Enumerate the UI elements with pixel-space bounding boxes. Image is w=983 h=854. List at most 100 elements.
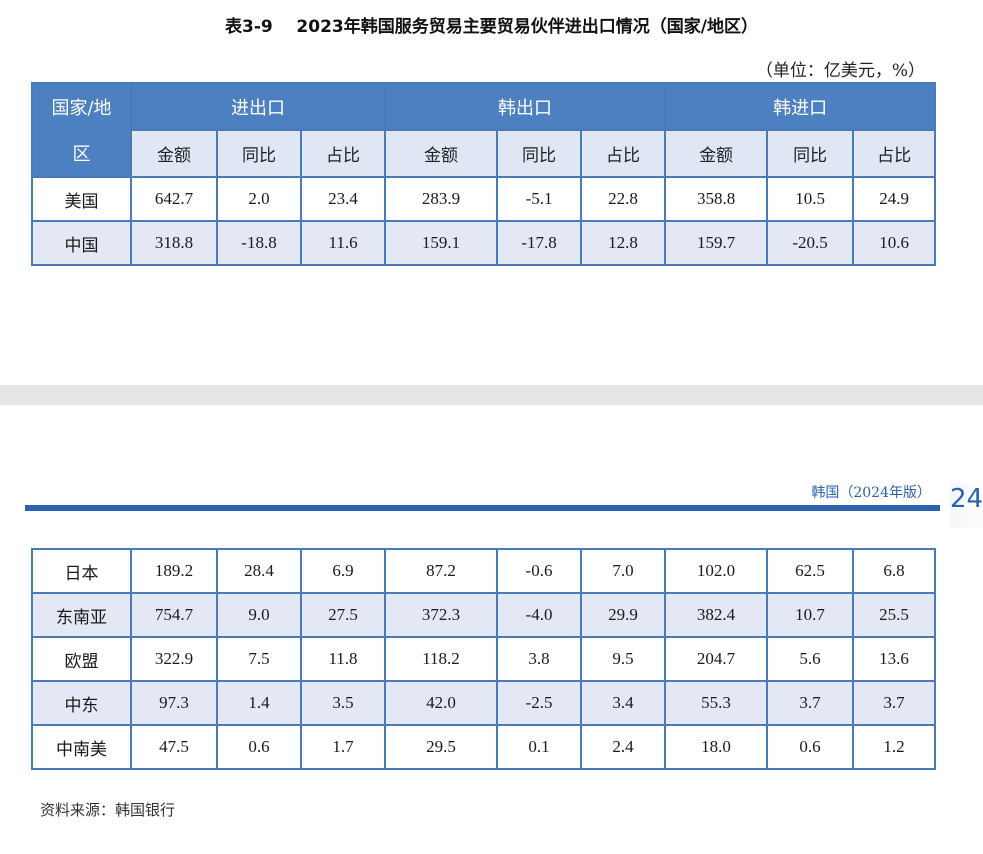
header-rule: [25, 505, 940, 511]
table-cell: 9.0: [216, 592, 302, 638]
table-cell: 3.5: [300, 680, 386, 726]
unit-note: （单位：亿美元，%）: [755, 61, 925, 81]
running-header-paren: （: [839, 485, 854, 501]
table-cell: 2.0: [216, 176, 302, 222]
table-cell: 0.6: [216, 724, 302, 770]
table-cell: 3.4: [580, 680, 666, 726]
table-cell: 6.9: [300, 548, 386, 594]
header-share: 占比: [852, 129, 937, 178]
table-cell: 2.4: [580, 724, 666, 770]
table-cell: -18.8: [216, 220, 302, 266]
table-row: 中国 318.8 -18.8 11.6 159.1 -17.8 12.8 159.7 -20.5…: [31, 220, 937, 266]
table-cell: 372.3: [384, 592, 498, 638]
header-share: 占比: [299, 129, 387, 178]
table-cell: 11.8: [300, 636, 386, 682]
table-cell: 24.9: [852, 176, 937, 222]
header-yoy: 同比: [216, 129, 302, 178]
table-cell: 9.5: [580, 636, 666, 682]
header-amount: 金额: [130, 129, 218, 178]
header-amount: 金额: [384, 129, 499, 178]
table-cell: -2.5: [496, 680, 582, 726]
table-cell: 1.2: [852, 724, 936, 770]
table-cell: 12.8: [580, 220, 667, 266]
table-cell: 55.3: [664, 680, 768, 726]
header-amount: 金额: [664, 129, 769, 178]
table-cell: 1.4: [216, 680, 302, 726]
trade-table-top: 国家/地 进出口 韩出口 韩进口 区 金额 同比 占比 金额 同比 占比 金额 …: [31, 82, 937, 266]
table-cell: 10.7: [766, 592, 854, 638]
table-cell: 18.0: [664, 724, 768, 770]
table-cell: 5.6: [766, 636, 854, 682]
table-cell: 189.2: [130, 548, 218, 594]
table-cell: 47.5: [130, 724, 218, 770]
table-cell: -20.5: [766, 220, 855, 266]
table-cell: 0.1: [496, 724, 582, 770]
table-cell: 28.4: [216, 548, 302, 594]
table-cell: 283.9: [384, 176, 499, 222]
table-cell: 27.5: [300, 592, 386, 638]
table-cell: 42.0: [384, 680, 498, 726]
table-row: 欧盟 322.9 7.5 11.8 118.2 3.8 9.5 204.7 5.6 13.6: [31, 636, 936, 682]
row-label: 中南美: [31, 724, 132, 770]
table-row: 日本 189.2 28.4 6.9 87.2 -0.6 7.0 102.0 62.5 6.8: [31, 548, 936, 594]
table-cell: 159.7: [664, 220, 769, 266]
header-country-region-top: 国家/地: [31, 82, 132, 130]
table-cell: 358.8: [664, 176, 769, 222]
table-cell: 3.8: [496, 636, 582, 682]
table-cell: 23.4: [299, 176, 387, 222]
header-share: 占比: [580, 129, 667, 178]
table-cell: 159.1: [384, 220, 499, 266]
table-row: 中东 97.3 1.4 3.5 42.0 -2.5 3.4 55.3 3.7 3.7: [31, 680, 936, 726]
table-cell: 13.6: [852, 636, 936, 682]
row-label: 中东: [31, 680, 132, 726]
table-row: 美国 642.7 2.0 23.4 283.9 -5.1 22.8 358.8 10.5 24.9: [31, 176, 937, 222]
row-label: 欧盟: [31, 636, 132, 682]
table-cell: 754.7: [130, 592, 218, 638]
table-cell: 97.3: [130, 680, 218, 726]
table-cell: 7.5: [216, 636, 302, 682]
table-cell: -4.0: [496, 592, 582, 638]
table-cell: 642.7: [130, 176, 218, 222]
table-cell: -5.1: [496, 176, 583, 222]
header-yoy: 同比: [496, 129, 583, 178]
table-cell: 322.9: [130, 636, 218, 682]
header-country-region-bottom: 区: [31, 130, 132, 178]
table-cell: 3.7: [766, 680, 854, 726]
header-group-export: 韩出口: [384, 82, 667, 131]
table-cell: 62.5: [766, 548, 854, 594]
table-cell: 11.6: [299, 220, 387, 266]
page-break: [0, 385, 983, 405]
table-cell: 29.9: [580, 592, 666, 638]
table-cell: 10.6: [852, 220, 937, 266]
table-cell: 29.5: [384, 724, 498, 770]
table-cell: 10.5: [766, 176, 855, 222]
page-number: 24: [950, 484, 983, 528]
running-header-country: 韩国: [811, 485, 840, 501]
table-row: 中南美 47.5 0.6 1.7 29.5 0.1 2.4 18.0 0.6 1.2: [31, 724, 936, 770]
header-group-import: 韩进口: [664, 82, 937, 131]
row-label: 美国: [31, 176, 132, 222]
row-label: 东南亚: [31, 592, 132, 638]
running-header-year: 2024: [853, 485, 889, 501]
table-cell: -0.6: [496, 548, 582, 594]
table-cell: 1.7: [300, 724, 386, 770]
table-cell: 6.8: [852, 548, 936, 594]
table-cell: -17.8: [496, 220, 583, 266]
table-cell: 7.0: [580, 548, 666, 594]
trade-table-bottom: 日本 189.2 28.4 6.9 87.2 -0.6 7.0 102.0 62.5 6.8 东南亚…: [31, 548, 936, 770]
table-cell: 204.7: [664, 636, 768, 682]
row-label: 日本: [31, 548, 132, 594]
table-cell: 118.2: [384, 636, 498, 682]
running-header-paren: ）: [917, 485, 931, 501]
table-cell: 102.0: [664, 548, 768, 594]
table-cell: 3.7: [852, 680, 936, 726]
table-cell: 22.8: [580, 176, 667, 222]
row-label: 中国: [31, 220, 132, 266]
table-cell: 25.5: [852, 592, 936, 638]
table-cell: 382.4: [664, 592, 768, 638]
table-cell: 318.8: [130, 220, 218, 266]
table-cell: 87.2: [384, 548, 498, 594]
header-group-total: 进出口: [129, 82, 387, 131]
table-cell: 0.6: [766, 724, 854, 770]
header-yoy: 同比: [766, 129, 855, 178]
